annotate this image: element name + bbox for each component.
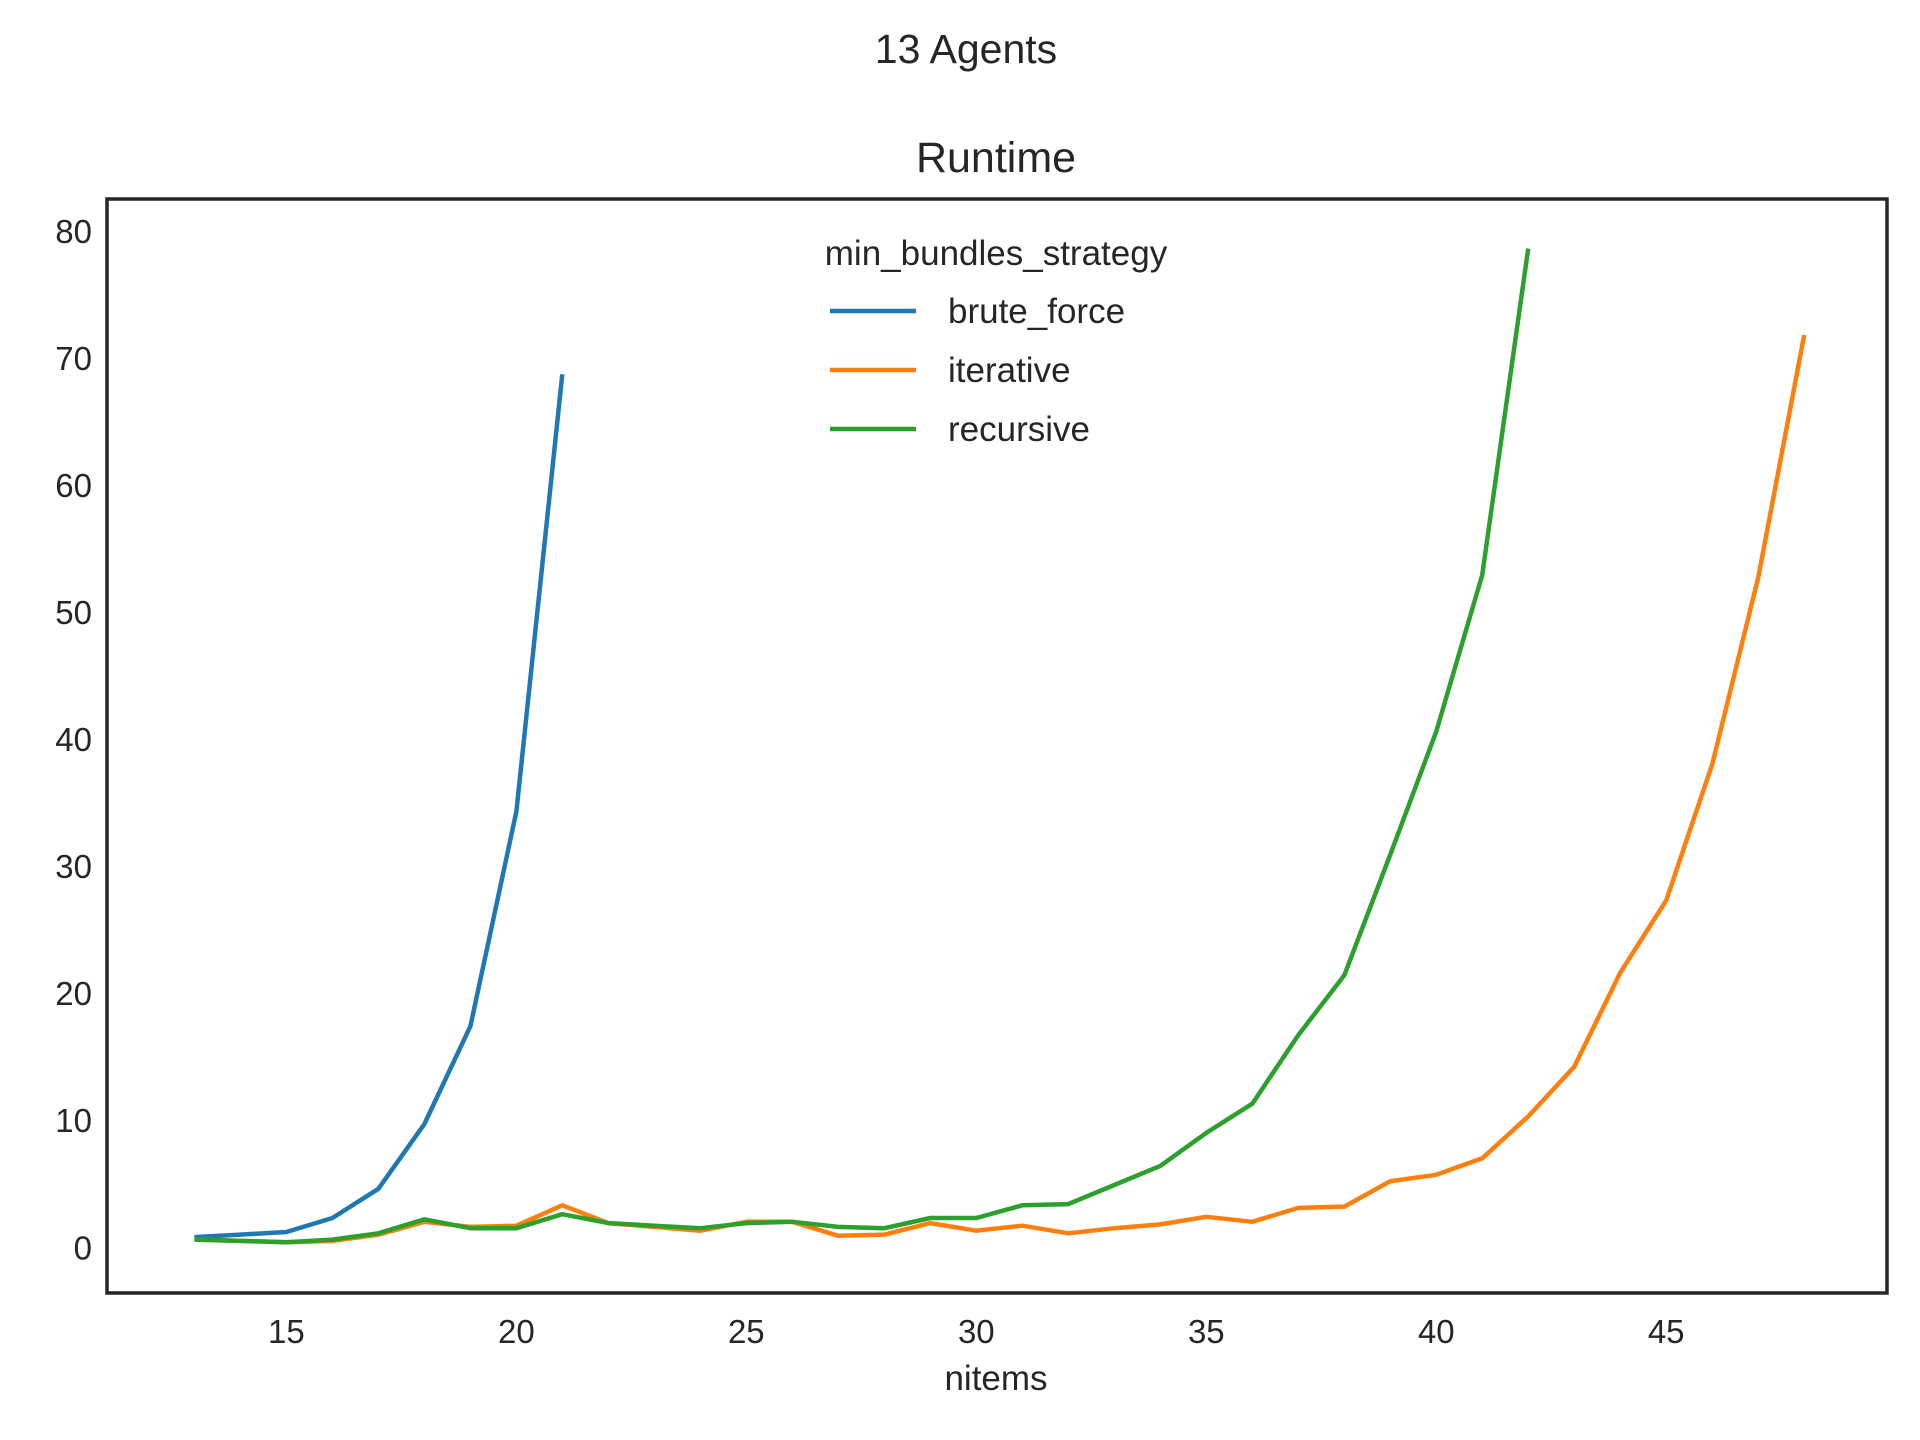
y-tick-label: 40 [55,721,92,758]
x-tick-label: 35 [1188,1313,1225,1350]
legend-entries: brute_force iterative recursive [830,292,1125,449]
y-tick-label: 10 [55,1102,92,1139]
series-line-brute-force [194,374,565,1240]
y-axis-ticks: 0 10 20 30 40 50 60 70 80 [55,213,92,1267]
legend-title: min_bundles_strategy [825,234,1168,273]
x-tick-label: 30 [958,1313,995,1350]
y-tick-label: 60 [55,467,92,504]
x-tick-label: 25 [728,1313,765,1350]
figure-suptitle: 13 Agents [875,26,1057,72]
series-layer [194,248,1807,1245]
plot-background [107,199,1887,1293]
x-axis-ticks: 15 20 25 30 35 40 45 [268,1313,1685,1350]
legend-label-brute-force: brute_force [948,292,1125,331]
plot-area [105,197,1889,1295]
y-tick-label: 30 [55,848,92,885]
y-tick-label: 70 [55,340,92,377]
y-tick-label: 50 [55,594,92,631]
series-line-recursive [194,248,1531,1245]
x-tick-label: 45 [1648,1313,1685,1350]
x-axis-label: nitems [944,1359,1047,1398]
plot-frame [105,197,1889,1295]
x-tick-label: 40 [1418,1313,1455,1350]
legend-label-recursive: recursive [948,410,1090,449]
axes-title: Runtime [916,134,1076,182]
legend-label-iterative: iterative [948,351,1071,390]
x-tick-label: 15 [268,1313,305,1350]
y-tick-label: 0 [74,1229,92,1266]
y-tick-label: 80 [55,213,92,250]
legend: min_bundles_strategy brute_force iterativ… [825,234,1168,449]
x-tick-label: 20 [498,1313,535,1350]
y-tick-label: 20 [55,975,92,1012]
